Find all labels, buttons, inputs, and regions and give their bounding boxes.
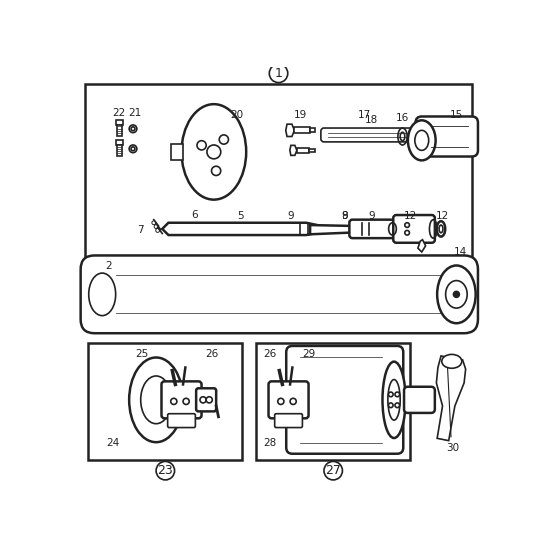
Text: 9: 9 [368,211,375,221]
Text: 15: 15 [450,110,463,120]
Bar [310,128,315,132]
Polygon shape [290,146,297,155]
Ellipse shape [141,376,171,424]
Text: 7: 7 [137,226,144,235]
Text: 9: 9 [342,211,348,221]
Text: 12: 12 [436,211,449,221]
Text: 23: 23 [157,464,173,477]
FancyBboxPatch shape [161,381,202,418]
FancyBboxPatch shape [286,346,403,454]
Bar [295,127,310,133]
Ellipse shape [388,380,400,420]
Text: 29: 29 [302,349,315,358]
FancyBboxPatch shape [167,414,195,427]
Ellipse shape [446,281,467,308]
Bar [171,144,183,160]
Polygon shape [310,225,383,234]
Bar [88,343,242,460]
Bar [297,148,309,153]
Polygon shape [418,240,426,252]
Ellipse shape [415,130,429,150]
Ellipse shape [408,120,436,160]
Text: 17: 17 [357,110,371,120]
Text: 19: 19 [293,110,307,120]
Bar [309,149,315,152]
Text: 1: 1 [274,67,282,80]
Text: 12: 12 [404,211,417,221]
FancyBboxPatch shape [81,255,478,333]
Ellipse shape [88,273,116,316]
Ellipse shape [442,354,462,368]
Polygon shape [162,223,318,235]
FancyBboxPatch shape [321,128,436,142]
Text: 20: 20 [230,110,244,120]
Text: 27: 27 [325,464,341,477]
Polygon shape [436,356,465,441]
Text: 30: 30 [446,444,459,454]
Text: 5: 5 [237,211,244,221]
Text: 18: 18 [365,115,379,124]
FancyBboxPatch shape [393,215,435,242]
Text: 25: 25 [136,349,149,358]
Bar [116,145,122,156]
Text: 2: 2 [105,261,111,271]
FancyBboxPatch shape [349,220,394,238]
Bar [116,125,122,136]
Text: 26: 26 [263,349,277,358]
FancyBboxPatch shape [274,414,302,427]
Text: 26: 26 [206,349,219,358]
FancyBboxPatch shape [268,381,309,418]
Text: 6: 6 [192,210,198,220]
FancyBboxPatch shape [404,387,435,413]
Bar [85,84,472,329]
Ellipse shape [129,357,183,442]
Text: 8: 8 [342,211,348,221]
Text: 9: 9 [287,211,294,221]
Ellipse shape [437,265,475,323]
Ellipse shape [181,104,246,199]
Text: 28: 28 [263,438,277,448]
Text: 14: 14 [454,247,467,257]
Text: 21: 21 [128,109,141,118]
Text: 24: 24 [106,438,120,448]
Bar [256,343,410,460]
Bar [116,141,123,145]
Text: 16: 16 [396,113,409,123]
FancyBboxPatch shape [416,116,478,156]
Polygon shape [286,124,295,137]
Circle shape [453,291,459,297]
Ellipse shape [382,362,405,438]
Text: 22: 22 [113,109,126,118]
Bar [116,120,123,125]
FancyBboxPatch shape [196,388,216,412]
